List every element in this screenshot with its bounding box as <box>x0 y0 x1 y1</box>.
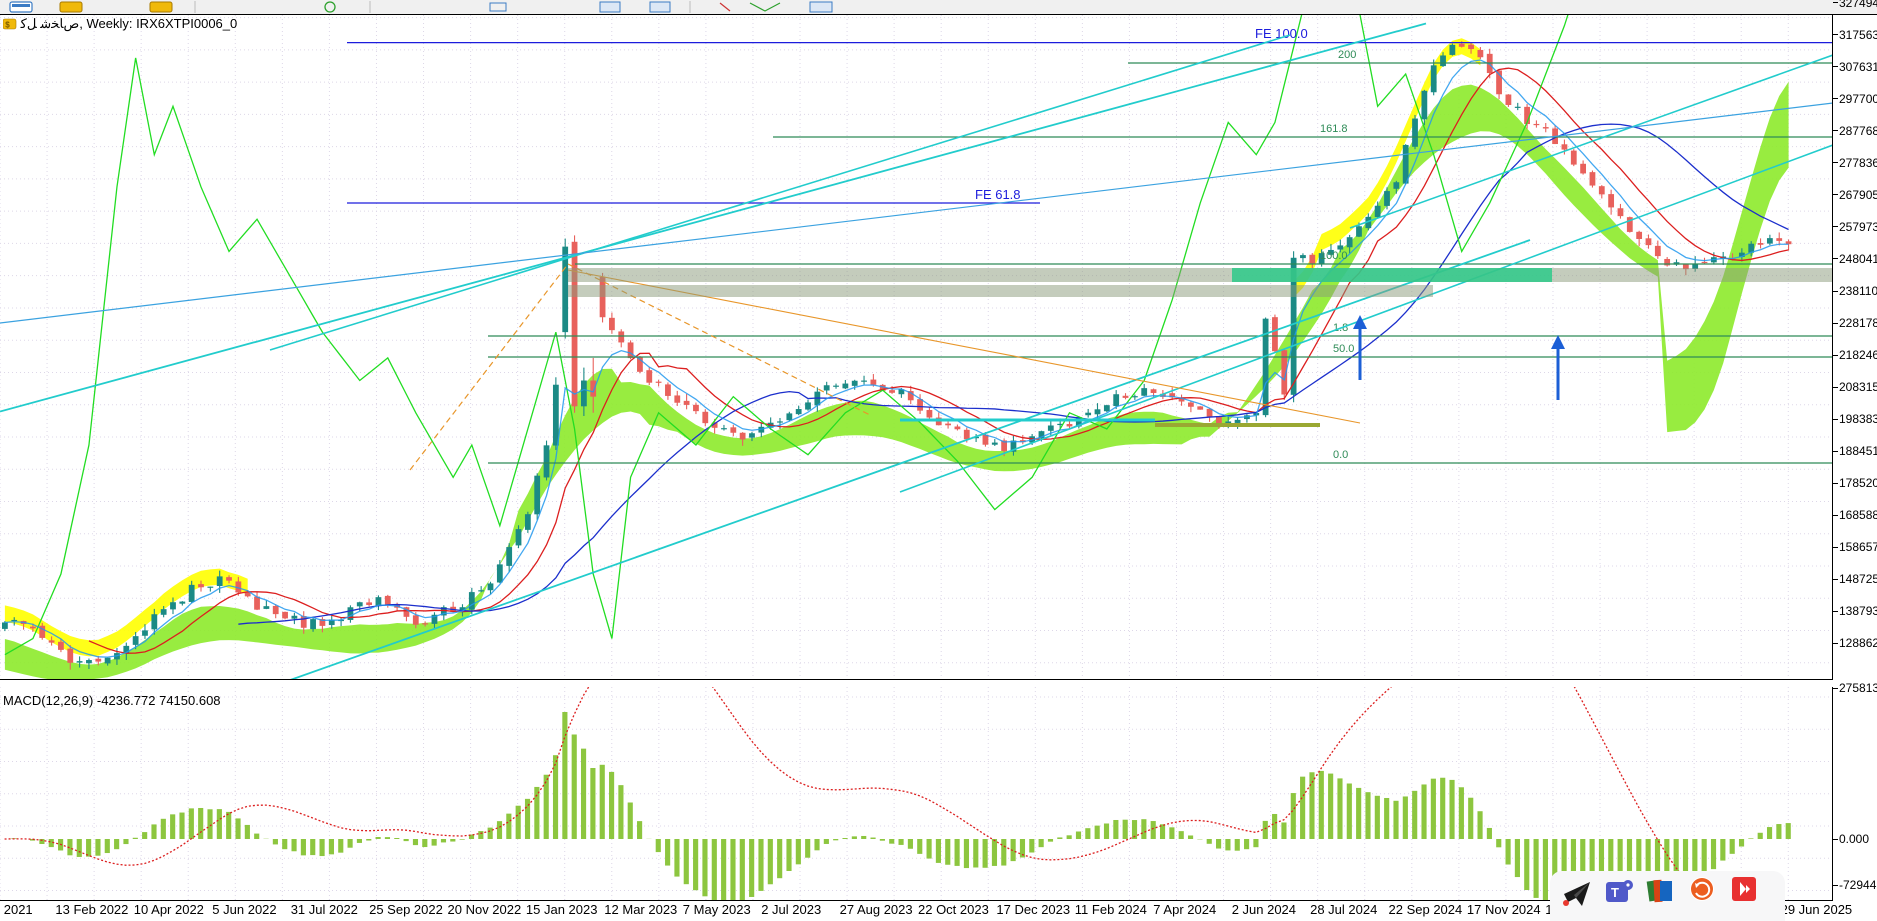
svg-text:FE 61.8: FE 61.8 <box>975 187 1021 202</box>
svg-text:$: $ <box>5 21 10 30</box>
svg-text:100.0: 100.0 <box>1320 250 1348 262</box>
svg-text:161.8: 161.8 <box>1320 123 1348 135</box>
svg-text:T: T <box>1611 885 1619 900</box>
svg-text:50.0: 50.0 <box>1333 343 1354 355</box>
svg-text:200: 200 <box>1338 49 1356 61</box>
svg-text:FE 100.0: FE 100.0 <box>1255 26 1308 41</box>
svg-text:0.0: 0.0 <box>1333 449 1348 461</box>
